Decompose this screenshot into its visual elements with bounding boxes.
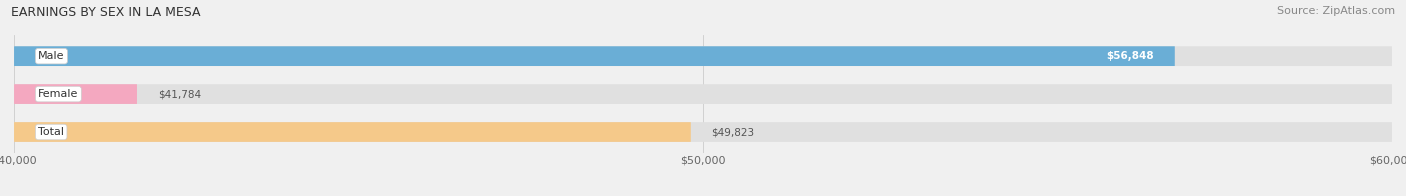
FancyBboxPatch shape — [14, 122, 690, 142]
Text: Male: Male — [38, 51, 65, 61]
FancyBboxPatch shape — [14, 84, 136, 104]
Text: $41,784: $41,784 — [157, 89, 201, 99]
FancyBboxPatch shape — [14, 84, 1392, 104]
Text: Total: Total — [38, 127, 65, 137]
FancyBboxPatch shape — [14, 46, 1175, 66]
Text: $49,823: $49,823 — [711, 127, 755, 137]
Text: EARNINGS BY SEX IN LA MESA: EARNINGS BY SEX IN LA MESA — [11, 6, 201, 19]
FancyBboxPatch shape — [14, 122, 1392, 142]
FancyBboxPatch shape — [14, 46, 1392, 66]
Text: Source: ZipAtlas.com: Source: ZipAtlas.com — [1277, 6, 1395, 16]
Text: $56,848: $56,848 — [1107, 51, 1154, 61]
Text: Female: Female — [38, 89, 79, 99]
